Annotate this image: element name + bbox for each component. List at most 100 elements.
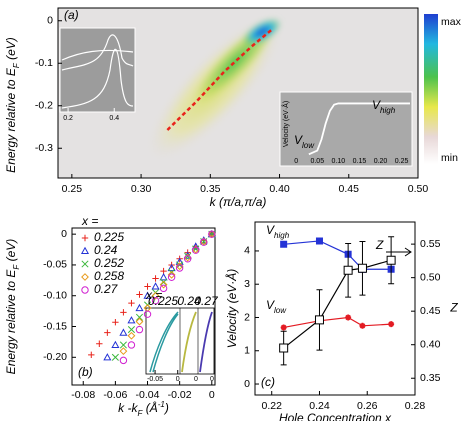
- marker: [279, 343, 289, 353]
- inset-y-label: Velocity (eV·Å): [281, 101, 290, 147]
- y2-tick-label: 0.35: [420, 372, 441, 384]
- marker: [159, 280, 168, 289]
- y-tick-label: 3: [244, 278, 250, 290]
- marker: [357, 263, 367, 273]
- x-tick-label: -0.06: [103, 389, 127, 401]
- series-label: Z: [375, 238, 384, 252]
- x-tick-label: 0: [209, 389, 215, 401]
- marker: [175, 264, 184, 272]
- y-tick-label: -0.2: [35, 100, 53, 112]
- x-axis-label-part: k -k: [118, 401, 138, 415]
- marker: [127, 326, 136, 334]
- y-tick-label: -0.1: [35, 57, 53, 69]
- panel-label: (a): [64, 8, 79, 22]
- series-label-part: high: [274, 231, 290, 240]
- x-tick-label: 0.4: [109, 115, 119, 122]
- y2-tick-label: 0.55: [420, 238, 441, 250]
- marker: [136, 291, 143, 298]
- y2-tick-label: 0.45: [420, 305, 441, 317]
- marker: [135, 325, 144, 334]
- marker: [151, 291, 160, 300]
- marker: [199, 237, 208, 246]
- x-axis-label: k (π/a,π/a): [210, 195, 267, 209]
- marker: [119, 328, 128, 336]
- x-tick-label: 0: [176, 376, 180, 383]
- panel-label: (b): [78, 365, 93, 379]
- marker: [315, 237, 323, 245]
- x-tick-label: 0.24: [309, 400, 330, 412]
- y-tick-label: -0.15: [43, 320, 67, 332]
- marker: [120, 309, 127, 316]
- series-line: [283, 316, 392, 329]
- inset-tick-label: 0: [194, 376, 198, 383]
- marker: [119, 341, 127, 349]
- inset-title: x =: [145, 288, 162, 302]
- marker: [144, 283, 151, 290]
- x-tick-label: 0.15: [353, 158, 367, 165]
- marker: [112, 319, 119, 326]
- marker: [167, 270, 176, 279]
- y-axis-label-part: F: [12, 62, 21, 68]
- inset-b-curve: [199, 311, 213, 373]
- marker: [343, 265, 353, 275]
- marker: [192, 246, 200, 254]
- marker: [152, 275, 159, 282]
- y-axis-label: Energy relative to EF (eV): [4, 37, 20, 173]
- x-tick-label: 0.30: [131, 183, 152, 195]
- marker: [151, 297, 160, 305]
- intensity-blob: [242, 18, 282, 47]
- dispersion-line: [166, 29, 273, 131]
- y-tick-label: 1: [244, 345, 250, 357]
- x-tick-label: 0.28: [405, 400, 426, 412]
- marker: [119, 356, 128, 364]
- marker: [314, 315, 324, 325]
- marker: [135, 313, 144, 321]
- marker: [127, 316, 136, 324]
- marker: [160, 278, 168, 286]
- y-axis-label-part: (eV): [4, 37, 18, 63]
- x-axis-label: k -kF (Å-1): [118, 400, 169, 418]
- marker: [88, 351, 95, 359]
- y-tick-label: -0.20: [43, 351, 67, 363]
- marker: [167, 273, 176, 281]
- x-axis-label-part: F: [137, 409, 143, 418]
- inset-tick-label: 0: [210, 376, 214, 383]
- marker: [104, 329, 111, 336]
- velocity-curve: [308, 102, 410, 156]
- frame-a: [57, 7, 419, 179]
- legend-marker: [81, 286, 89, 294]
- y-tick-label: -0.10: [43, 290, 67, 302]
- marker: [386, 255, 396, 265]
- y-tick-label: 0: [47, 15, 53, 27]
- colorbar-min: min: [441, 152, 458, 164]
- marker: [345, 314, 352, 321]
- inset-label: 0.24: [177, 294, 201, 308]
- legend-label: 0.24: [94, 243, 118, 257]
- marker: [103, 353, 112, 361]
- legend-label: 0.252: [94, 256, 124, 270]
- inset-annotation-part: V: [294, 133, 303, 147]
- marker: [280, 240, 288, 248]
- x-tick-label: 0.22: [261, 400, 282, 412]
- marker: [143, 291, 152, 299]
- frame-b: [71, 227, 216, 386]
- y-axis-label-part: Energy relative to E: [4, 269, 18, 375]
- x-tick-label: 0.25: [395, 158, 409, 165]
- marker: [111, 340, 120, 349]
- series-label-part: V: [266, 223, 275, 237]
- y-tick-label: 0: [61, 228, 67, 240]
- marker: [359, 322, 366, 329]
- x-tick-label: 0.05: [310, 158, 324, 165]
- y-axis-label: Energy relative to EF (eV): [4, 239, 20, 375]
- x-tick-label: -0.04: [136, 389, 160, 401]
- y2-axis-label: Z: [449, 301, 458, 315]
- inset-b-curve: [181, 311, 197, 373]
- z-arrow: [386, 247, 412, 257]
- series-line: [283, 259, 392, 349]
- x-tick-label: 0.40: [269, 183, 290, 195]
- y2-tick-label: 0.40: [420, 338, 441, 350]
- marker: [388, 321, 395, 328]
- legend-label: 0.225: [94, 230, 124, 244]
- x-tick-label: 0.26: [357, 400, 378, 412]
- series-label-part: low: [274, 306, 287, 315]
